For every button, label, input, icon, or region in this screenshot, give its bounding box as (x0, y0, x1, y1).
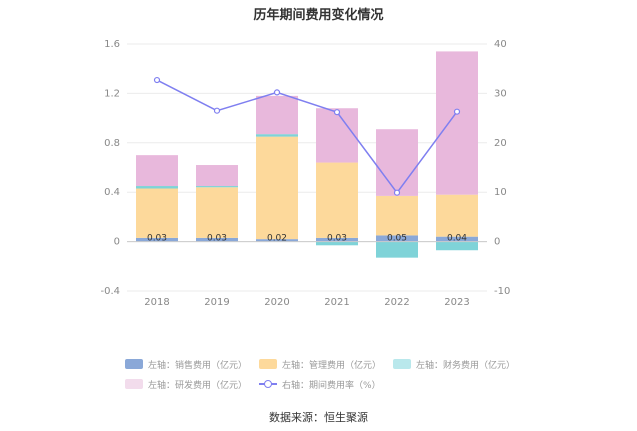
bar-segment (436, 194, 478, 237)
bar-segment (256, 136, 298, 240)
y-left-tick-label: -0.4 (100, 286, 120, 297)
bar-segment (316, 108, 358, 163)
bar-segment (376, 235, 418, 242)
bar-segment (376, 195, 418, 236)
legend-item-finance[interactable]: 左轴：财务费用（亿元） (393, 358, 515, 371)
bar-segment (256, 239, 298, 242)
y-right-tick-label: 0 (494, 237, 500, 248)
legend-item-sales[interactable]: 左轴：销售费用（亿元） (125, 358, 247, 371)
y-right-tick-label: -10 (494, 286, 510, 297)
legend: 左轴：销售费用（亿元） 左轴：管理费用（亿元） 左轴：财务费用（亿元） 左轴：研… (125, 354, 545, 394)
bar-segment (196, 187, 238, 238)
y-left-tick-label: 0.8 (104, 138, 120, 149)
bar-segment (316, 241, 358, 246)
bar-segment (136, 186, 178, 189)
y-right-tick-label: 10 (494, 187, 507, 198)
bar-segment (136, 188, 178, 238)
legend-swatch-sales (125, 359, 143, 369)
data-label: 0.02 (267, 234, 287, 244)
bar-segment (376, 241, 418, 258)
y-right-tick-label: 20 (494, 138, 507, 149)
data-label: 0.03 (147, 234, 167, 244)
legend-label-finance: 左轴：财务费用（亿元） (416, 360, 516, 371)
bar-segment (136, 237, 178, 242)
bar-segment (316, 162, 358, 238)
data-label: 0.03 (327, 234, 347, 244)
legend-label-rd: 左轴：研发费用（亿元） (148, 380, 248, 391)
x-tick-label: 2018 (144, 297, 169, 308)
legend-swatch-finance (393, 359, 412, 369)
chart-title: 历年期间费用变化情况 (253, 8, 384, 23)
x-tick-label: 2023 (444, 297, 469, 308)
y-left-tick-label: 1.6 (104, 39, 120, 50)
bar-segment (376, 129, 418, 196)
x-tick-label: 2019 (204, 297, 229, 308)
expense-rate-point (333, 109, 341, 116)
legend-label-sales: 左轴：销售费用（亿元） (148, 360, 248, 371)
bar-segment (196, 165, 238, 187)
y-left-tick-label: 0.4 (104, 187, 120, 198)
legend-item-admin[interactable]: 左轴：管理费用（亿元） (259, 358, 381, 371)
data-label: 0.05 (387, 234, 407, 244)
x-tick-label: 2022 (384, 297, 409, 308)
expense-rate-point (153, 76, 161, 84)
bar-segment (436, 241, 478, 251)
expense-rate-point (453, 108, 461, 115)
bar-segment (436, 236, 478, 242)
data-label: 0.04 (447, 234, 467, 244)
legend-label-admin: 左轴：管理费用（亿元） (282, 360, 382, 371)
legend-label-expense-rate: 右轴：期间费用率（%） (282, 380, 381, 391)
bar-segment (316, 237, 358, 242)
bar-segment (196, 237, 238, 242)
y-left-tick-label: 1.2 (104, 88, 120, 99)
x-tick-label: 2020 (264, 297, 289, 308)
bar-segment (256, 134, 298, 137)
expense-rate-point (213, 107, 221, 114)
bar-segment (196, 186, 238, 188)
legend-item-expense-rate[interactable]: 右轴：期间费用率（%） (259, 378, 381, 391)
source-note: 数据来源：恒生聚源 (269, 411, 368, 424)
legend-item-rd[interactable]: 左轴：研发费用（亿元） (125, 378, 247, 391)
x-tick-label: 2021 (324, 297, 349, 308)
bar-segment (136, 155, 178, 187)
legend-swatch-admin (259, 359, 278, 369)
legend-swatch-rd (125, 379, 143, 389)
bar-segment (256, 95, 298, 135)
expense-rate-point (393, 189, 401, 196)
data-label: 0.03 (207, 234, 227, 244)
y-left-tick-label: 0 (114, 237, 120, 248)
expense-rate-line (156, 79, 458, 194)
y-right-tick-label: 30 (494, 88, 507, 99)
expense-rate-point (273, 89, 281, 96)
legend-swatch-expense-rate (259, 379, 278, 389)
bar-segment (436, 51, 478, 195)
y-right-tick-label: 40 (494, 39, 507, 50)
